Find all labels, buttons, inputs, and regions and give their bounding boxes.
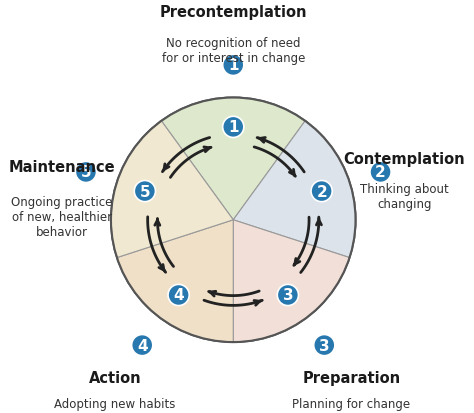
Text: 5: 5 [81, 165, 91, 180]
Circle shape [168, 285, 189, 306]
Circle shape [132, 335, 153, 356]
Text: 1: 1 [228, 58, 238, 73]
Wedge shape [161, 98, 305, 220]
Wedge shape [233, 121, 356, 258]
Text: 5: 5 [139, 184, 150, 199]
Circle shape [111, 98, 356, 342]
Text: 4: 4 [173, 288, 184, 303]
Wedge shape [233, 220, 349, 342]
Circle shape [277, 285, 299, 306]
Text: Adopting new habits: Adopting new habits [55, 397, 176, 410]
Text: Planning for change: Planning for change [292, 397, 410, 410]
Circle shape [134, 181, 155, 202]
Text: 1: 1 [228, 120, 238, 135]
Circle shape [223, 55, 244, 76]
Circle shape [311, 181, 332, 202]
Text: No recognition of need
for or interest in change: No recognition of need for or interest i… [162, 37, 305, 65]
Circle shape [223, 117, 244, 138]
Text: 2: 2 [316, 184, 327, 199]
Text: Maintenance: Maintenance [9, 160, 115, 175]
Circle shape [75, 162, 97, 183]
Circle shape [314, 335, 335, 356]
Text: Contemplation: Contemplation [344, 152, 465, 167]
Text: Action: Action [89, 370, 141, 385]
Text: 3: 3 [319, 338, 329, 353]
Text: Preparation: Preparation [302, 370, 401, 385]
Circle shape [370, 162, 391, 183]
Text: Ongoing practice
of new, healthier
behavior: Ongoing practice of new, healthier behav… [11, 196, 113, 239]
Text: 3: 3 [283, 288, 293, 303]
Wedge shape [111, 121, 233, 258]
Wedge shape [117, 220, 233, 342]
Text: 2: 2 [375, 165, 386, 180]
Text: 4: 4 [137, 338, 147, 353]
Text: Precontemplation: Precontemplation [159, 5, 307, 20]
Text: Thinking about
changing: Thinking about changing [360, 183, 449, 211]
